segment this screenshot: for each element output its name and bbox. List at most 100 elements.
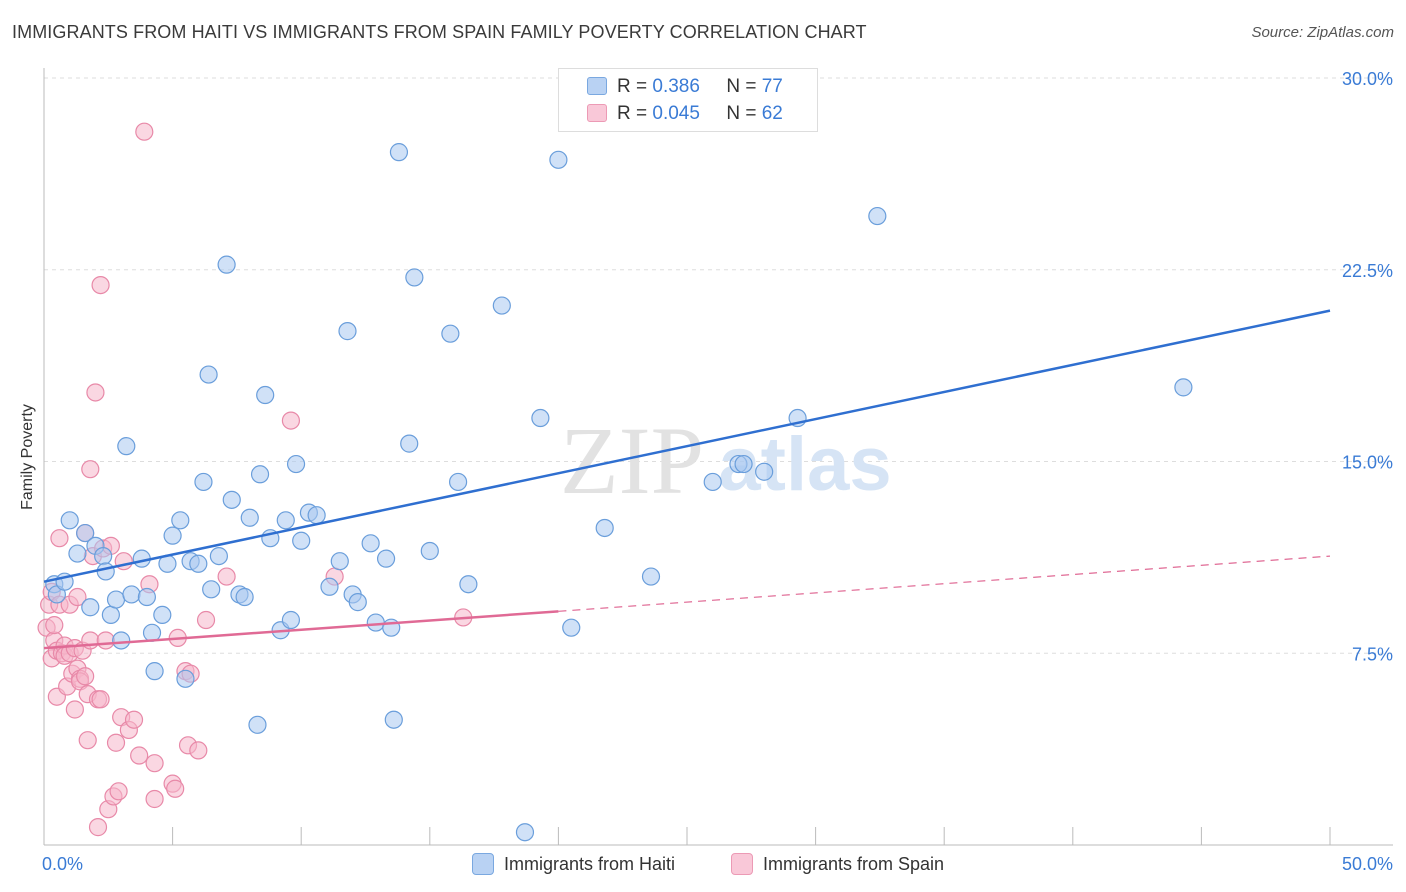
spain-point (91, 690, 110, 709)
legend-spain-n-label: N = (726, 103, 757, 124)
haiti-point (101, 605, 120, 625)
x-tick-label-min: 0.0% (42, 854, 83, 874)
haiti-point (641, 567, 661, 586)
spain-point (196, 610, 216, 630)
spain-point (281, 411, 301, 430)
haiti-point (292, 531, 311, 550)
spain-point (166, 779, 185, 798)
bottom-legend-swatch-haiti (472, 853, 494, 875)
haiti-point (384, 710, 403, 729)
haiti-point (199, 365, 218, 384)
haiti-point (256, 385, 275, 405)
spain-point (50, 529, 69, 548)
haiti-point (405, 268, 424, 287)
haiti-point (81, 598, 100, 617)
haiti-point (117, 437, 136, 456)
haiti-point (76, 523, 95, 543)
y-tick-labels: 7.5% 15.0% 22.5% 30.0% (1342, 69, 1393, 664)
haiti-point (202, 580, 221, 599)
haiti-point (320, 577, 339, 596)
spain-point (189, 741, 208, 760)
haiti-point (60, 511, 79, 530)
legend-haiti-n-value: 77 (761, 76, 783, 97)
haiti-point (145, 662, 164, 681)
spain-point (78, 731, 97, 750)
watermark: ZIP atlas (560, 407, 892, 514)
haiti-point (248, 715, 267, 734)
bottom-legend-label-haiti: Immigrants from Haiti (504, 853, 676, 874)
haiti-point (549, 150, 568, 169)
haiti-point (68, 544, 87, 563)
spain-point (88, 818, 108, 837)
spain-point (91, 275, 110, 295)
source-label: Source: ZipAtlas.com (1251, 24, 1394, 41)
haiti-point (595, 518, 614, 538)
haiti-point (441, 324, 460, 343)
haiti-point (137, 587, 156, 607)
haiti-point (106, 590, 126, 609)
haiti-point (459, 575, 478, 594)
haiti-point (348, 593, 367, 612)
spain-point (106, 733, 126, 752)
haiti-point (755, 462, 774, 481)
haiti-point (868, 206, 887, 226)
haiti-point (734, 454, 753, 474)
spain-point (135, 122, 154, 141)
bottom-legend-spain: Immigrants from Spain (731, 851, 944, 877)
spain-point (145, 789, 164, 809)
legend-swatch-spain (587, 104, 607, 122)
y-tick-label: 7.5% (1352, 644, 1393, 664)
haiti-point (240, 508, 259, 527)
haiti-point (276, 511, 295, 530)
haiti-point (366, 613, 385, 632)
haiti-point (330, 552, 349, 571)
legend-spain-r-label: R = (617, 103, 648, 124)
haiti-point (171, 511, 190, 530)
x-tick-label-max: 50.0% (1342, 854, 1393, 874)
spain-point (96, 631, 115, 650)
haiti-point (189, 554, 208, 573)
trend-line-spain-solid (43, 610, 559, 650)
legend-haiti-n-label: N = (726, 76, 757, 97)
haiti-point (194, 472, 213, 492)
stats-legend: R = 0.386 N = 77 R = 0.045 N = 62 (558, 68, 818, 132)
haiti-point (420, 541, 439, 561)
watermark-zip: ZIP (560, 407, 704, 514)
spain-point (145, 754, 164, 773)
haiti-point (176, 669, 195, 688)
haiti-point (163, 526, 182, 545)
spain-point (81, 460, 100, 479)
haiti-point (281, 610, 301, 630)
bottom-legend-haiti: Immigrants from Haiti (472, 851, 675, 877)
haiti-point (338, 322, 357, 341)
y-tick-label: 22.5% (1342, 261, 1393, 281)
haiti-point (531, 408, 550, 428)
haiti-point (153, 605, 172, 625)
spain-point (45, 616, 64, 635)
haiti-point (376, 549, 396, 568)
x-ticks (43, 827, 1331, 845)
haiti-point (112, 631, 131, 650)
haiti-point (703, 472, 722, 492)
bottom-legend-label-spain: Immigrants from Spain (763, 853, 945, 874)
haiti-point (94, 546, 113, 566)
y-tick-label: 30.0% (1342, 69, 1393, 89)
spain-point (217, 567, 236, 586)
trend-lines (43, 309, 1331, 650)
haiti-point (96, 562, 115, 581)
spain-point (124, 710, 144, 729)
spain-point (130, 746, 149, 765)
haiti-point (250, 465, 270, 484)
spain-point (86, 383, 105, 402)
legend-haiti-r-label: R = (617, 76, 648, 97)
haiti-point (492, 296, 511, 315)
haiti-point (400, 434, 419, 453)
haiti-point (235, 587, 254, 607)
gridlines (44, 77, 1393, 654)
haiti-point (562, 618, 581, 637)
spain-point (109, 782, 128, 801)
haiti-point (1174, 378, 1193, 397)
y-tick-label: 15.0% (1342, 453, 1393, 473)
bottom-legend-swatch-spain (731, 853, 753, 875)
